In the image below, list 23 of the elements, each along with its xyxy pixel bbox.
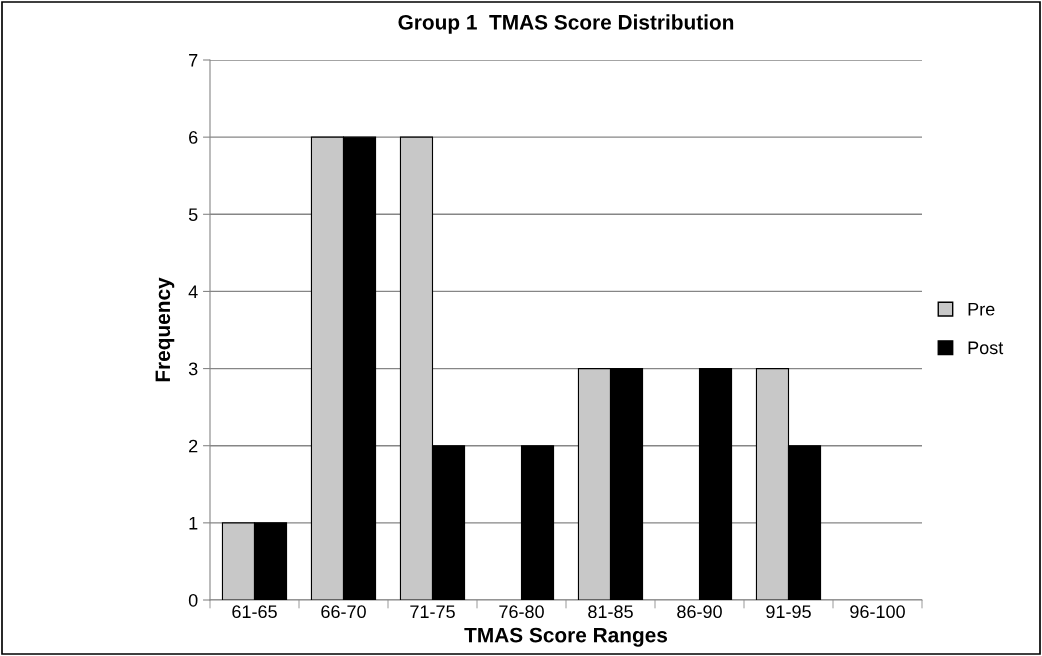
y-tick-label: 4 — [188, 285, 198, 298]
chart-title: Group 1 TMAS Score Distribution — [398, 14, 734, 34]
x-tick-label: 91-95 — [766, 605, 811, 619]
x-tick-label: 86-90 — [677, 605, 722, 619]
bar — [520, 445, 555, 600]
legend-label: Pre — [968, 303, 995, 316]
y-tick-label: 1 — [189, 516, 198, 530]
legend-label: Post — [968, 341, 1004, 355]
y-tick-label: 0 — [188, 593, 198, 607]
x-tick-label: 71-75 — [410, 605, 455, 619]
y-tick-label: 7 — [189, 54, 198, 67]
x-tick-label: 76-80 — [499, 605, 544, 619]
x-tick-label: 96-100 — [850, 605, 905, 619]
x-axis-title: TMAS Score Ranges — [464, 627, 668, 647]
y-tick-label: 6 — [189, 131, 198, 144]
y-tick-label: 2 — [189, 439, 198, 453]
x-tick-label: 81-85 — [588, 605, 633, 619]
y-tick-label: 3 — [188, 362, 198, 376]
y-axis-title: Frequency — [155, 277, 175, 382]
bar — [698, 368, 733, 600]
x-tick-label: 66-70 — [321, 605, 366, 619]
y-tick-label: 5 — [188, 208, 198, 222]
x-tick-label: 61-65 — [232, 605, 277, 619]
